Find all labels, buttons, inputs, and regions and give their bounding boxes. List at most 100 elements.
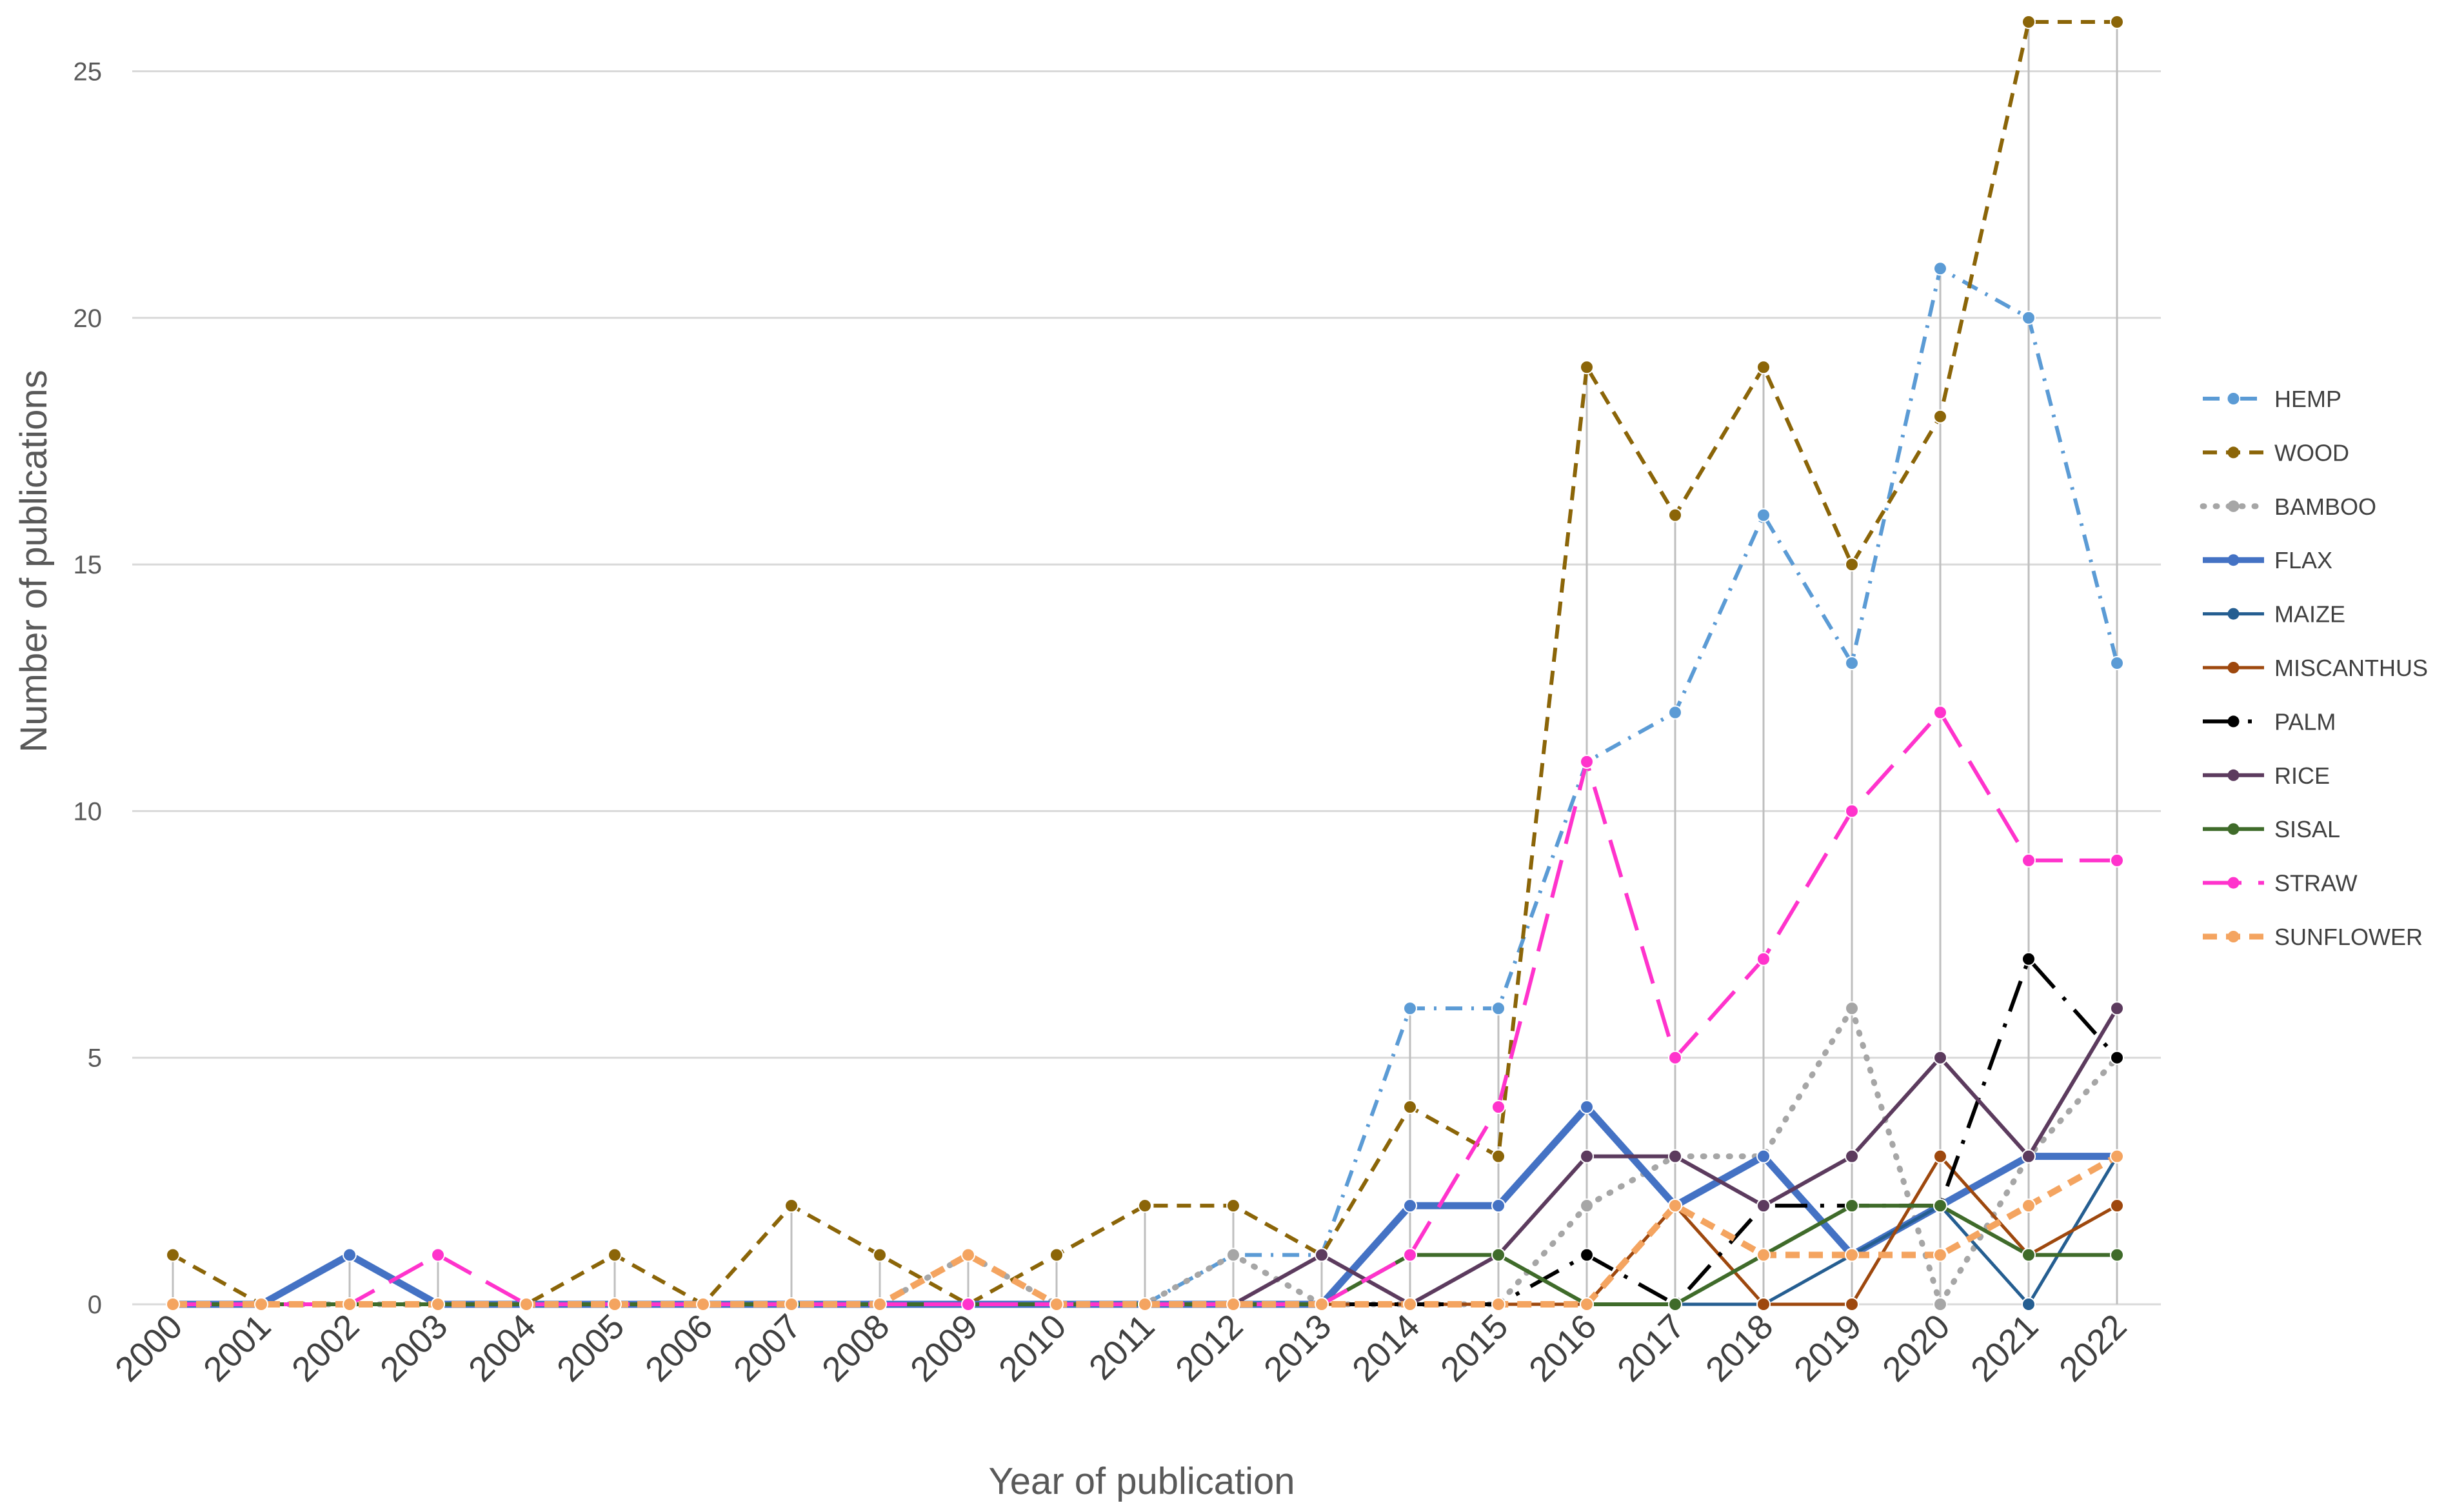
- legend-item-maize: MAIZE: [2203, 601, 2345, 628]
- x-tick-label-2007: 2007: [726, 1307, 808, 1389]
- point-wood-2015: [1491, 1149, 1506, 1164]
- point-maize-2021: [2022, 1297, 2036, 1311]
- legend-marker-sunflower: [2227, 931, 2240, 942]
- point-wood-2022: [2110, 15, 2124, 29]
- legend-item-sunflower: SUNFLOWER: [2203, 924, 2423, 950]
- point-sunflower-2018: [1756, 1248, 1771, 1262]
- point-palm-2016: [1580, 1248, 1594, 1262]
- point-rice-2021: [2022, 1149, 2036, 1164]
- gridlines: [132, 70, 2161, 1306]
- point-rice-2013: [1315, 1248, 1329, 1262]
- point-miscanthus-2018: [1756, 1297, 1771, 1311]
- point-sunflower-2008: [873, 1297, 887, 1311]
- legend-item-sisal: SISAL: [2203, 816, 2340, 842]
- point-straw-2003: [431, 1248, 445, 1262]
- x-tick-label-2002: 2002: [284, 1307, 366, 1389]
- legend-label-straw: STRAW: [2274, 870, 2358, 897]
- legend-label-bamboo: BAMBOO: [2274, 493, 2376, 520]
- point-sunflower-2010: [1049, 1297, 1064, 1311]
- point-hemp-2022: [2110, 656, 2124, 670]
- legend-item-hemp: HEMP: [2203, 386, 2341, 412]
- legend-marker-sisal: [2227, 823, 2240, 835]
- point-sisal-2022: [2110, 1248, 2124, 1262]
- x-axis-ticks: 2000 2001 2002 2003 2004 2005 2006 2007 2008 2009…: [108, 1307, 2134, 1389]
- x-tick-label-2009: 2009: [903, 1307, 985, 1389]
- point-hemp-2018: [1756, 508, 1771, 522]
- x-tick-label-2003: 2003: [373, 1307, 455, 1389]
- x-tick-label-2014: 2014: [1345, 1307, 1427, 1389]
- point-wood-2010: [1049, 1248, 1064, 1262]
- series-line-wood: [172, 20, 2117, 1306]
- y-tick-label-25: 25: [74, 57, 103, 86]
- x-axis-title: Year of publication: [988, 1460, 1295, 1502]
- point-sisal-2019: [1845, 1199, 1859, 1213]
- legend-item-flax: FLAX: [2203, 547, 2332, 573]
- point-palm-2021: [2022, 951, 2036, 966]
- point-bamboo-2016: [1580, 1199, 1594, 1213]
- series-layer: [166, 15, 2124, 1311]
- series-line-straw: [173, 710, 2117, 1306]
- point-straw-2014: [1403, 1248, 1417, 1262]
- point-sunflower-2015: [1491, 1297, 1506, 1311]
- point-rice-2018: [1756, 1199, 1771, 1213]
- point-straw-2018: [1756, 951, 1771, 966]
- legend-marker-hemp: [2227, 393, 2240, 404]
- legend-item-miscanthus: MISCANTHUS: [2203, 655, 2428, 681]
- point-sunflower-2019: [1845, 1248, 1859, 1262]
- point-hemp-2014: [1403, 1001, 1417, 1016]
- point-sisal-2020: [1933, 1199, 1947, 1213]
- legend-label-hemp: HEMP: [2274, 386, 2341, 412]
- x-tick-label-2006: 2006: [638, 1307, 720, 1389]
- point-wood-2020: [1933, 409, 1947, 424]
- series-wood: [166, 15, 2124, 1311]
- legend-marker-straw: [2227, 877, 2240, 889]
- point-sunflower-2021: [2022, 1199, 2036, 1213]
- point-sunflower-2005: [608, 1297, 622, 1311]
- point-sisal-2021: [2022, 1248, 2036, 1262]
- point-hemp-2020: [1933, 261, 1947, 276]
- x-tick-label-2020: 2020: [1875, 1307, 1957, 1389]
- series-line-hemp: [173, 266, 2119, 1306]
- point-hemp-2021: [2022, 310, 2036, 325]
- point-wood-2008: [873, 1248, 887, 1262]
- point-sunflower-2020: [1933, 1248, 1947, 1262]
- x-tick-label-2016: 2016: [1522, 1307, 1604, 1389]
- point-rice-2017: [1668, 1149, 1682, 1164]
- drop-lines: [172, 22, 2118, 1304]
- point-straw-2016: [1580, 754, 1594, 769]
- point-rice-2019: [1845, 1149, 1859, 1164]
- point-straw-2021: [2022, 853, 2036, 868]
- y-tick-label-10: 10: [74, 797, 103, 826]
- x-tick-label-2022: 2022: [2052, 1307, 2134, 1389]
- legend-label-sunflower: SUNFLOWER: [2274, 924, 2423, 950]
- point-sunflower-2003: [431, 1297, 445, 1311]
- x-tick-label-2015: 2015: [1433, 1307, 1515, 1389]
- point-wood-2011: [1138, 1199, 1152, 1213]
- point-sunflower-2013: [1315, 1297, 1329, 1311]
- point-straw-2015: [1491, 1100, 1506, 1115]
- point-wood-2018: [1756, 360, 1771, 375]
- y-tick-label-5: 5: [88, 1044, 102, 1073]
- point-sunflower-2011: [1138, 1297, 1152, 1311]
- point-wood-2012: [1226, 1199, 1240, 1213]
- point-sunflower-2012: [1226, 1297, 1240, 1311]
- x-tick-label-2008: 2008: [815, 1307, 897, 1389]
- point-wood-2017: [1668, 508, 1682, 522]
- legend-label-palm: PALM: [2274, 708, 2336, 735]
- point-sisal-2015: [1491, 1248, 1506, 1262]
- legend-item-rice: RICE: [2203, 762, 2330, 789]
- point-hemp-2019: [1845, 656, 1859, 670]
- point-straw-2019: [1845, 804, 1859, 819]
- y-axis-ticks: 0 5 10 15 20 25: [74, 57, 103, 1319]
- point-wood-2021: [2022, 15, 2036, 29]
- series-hemp: [166, 261, 2124, 1311]
- point-flax-2016: [1580, 1100, 1594, 1115]
- y-axis-title: Number of publications: [13, 370, 55, 752]
- series-line-sunflower: [173, 1153, 2119, 1308]
- legend-item-palm: PALM: [2203, 708, 2336, 735]
- point-wood-2019: [1845, 557, 1859, 572]
- point-bamboo-2020: [1933, 1297, 1947, 1311]
- point-wood-2007: [784, 1199, 799, 1213]
- point-wood-2005: [608, 1248, 622, 1262]
- point-flax-2014: [1403, 1199, 1417, 1213]
